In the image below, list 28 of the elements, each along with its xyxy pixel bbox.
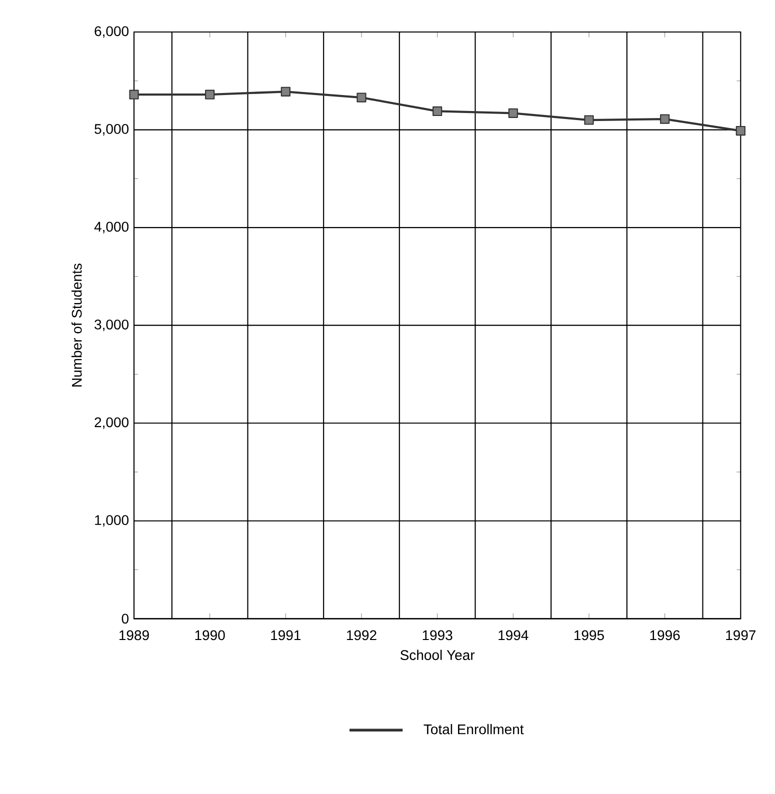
x-tick-label: 1994 <box>498 630 528 640</box>
x-tick-label: 1989 <box>120 630 150 640</box>
point <box>736 126 746 136</box>
point <box>432 106 442 116</box>
y-tick-label: 6,000 <box>94 26 129 38</box>
x-tick-label: 1995 <box>574 630 604 640</box>
y-tick-label: 5,000 <box>94 124 129 136</box>
y-tick-label: 4,000 <box>94 222 129 234</box>
x-tick-label: 1991 <box>271 630 301 640</box>
point <box>356 92 366 102</box>
point <box>584 115 594 125</box>
point <box>508 108 518 118</box>
point <box>660 114 670 124</box>
x-tick-label: 1997 <box>726 630 756 640</box>
y-tick-label: 2,000 <box>94 417 129 429</box>
y-tick-label: 1,000 <box>95 515 129 527</box>
y-axis-title: Number of Students <box>72 264 82 386</box>
x-tick-label: 1996 <box>650 630 680 640</box>
legend-label: Total Enrollment <box>424 724 524 734</box>
x-tick-label: 1990 <box>195 630 226 640</box>
x-tick-label: 1992 <box>347 630 377 640</box>
point <box>205 90 215 100</box>
x-tick-label: 1993 <box>422 630 452 640</box>
point <box>281 86 291 96</box>
x-axis-title: School Year <box>400 650 475 660</box>
point <box>129 90 139 100</box>
y-tick-label: 0 <box>122 614 129 624</box>
y-tick-label: 3,000 <box>94 320 129 332</box>
